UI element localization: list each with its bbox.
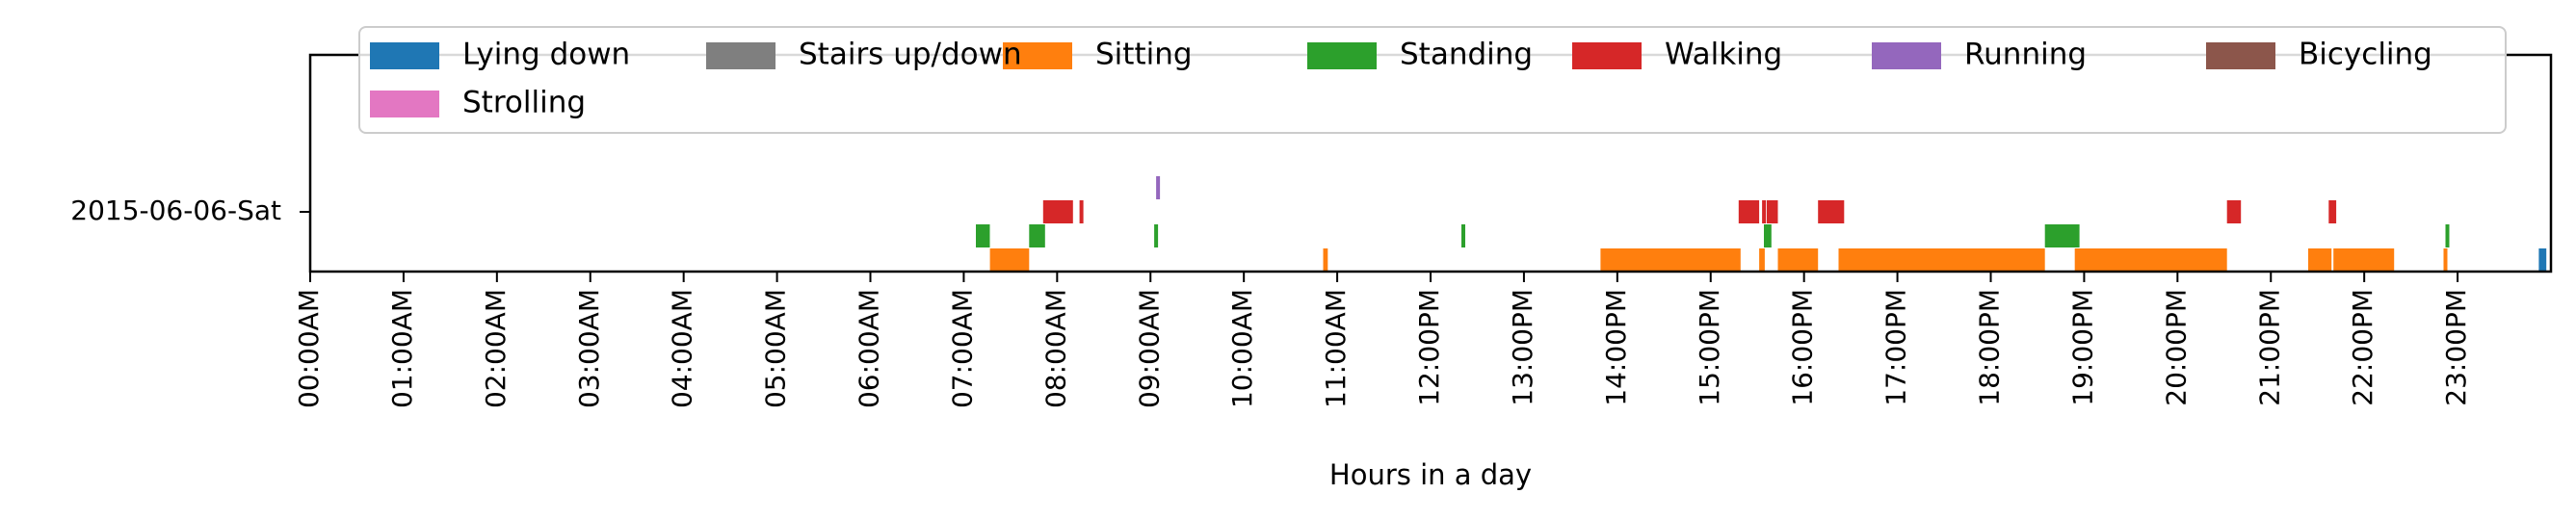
x-tick-label: 12:00PM (1413, 289, 1445, 406)
x-tick-label: 06:00AM (854, 289, 885, 408)
running-bar (1156, 176, 1161, 199)
walking-bar (2226, 200, 2242, 223)
walking-bar (1738, 200, 1760, 223)
bicycling-legend-swatch (2206, 42, 2275, 69)
x-tick-label: 09:00AM (1133, 289, 1165, 408)
standing-bar (1029, 224, 1045, 247)
stairs-up-down-legend-label: Stairs up/down (799, 38, 1022, 72)
sitting-bar (2443, 248, 2448, 272)
x-tick-label: 17:00PM (1880, 289, 1912, 406)
walking-legend-swatch (1572, 42, 1642, 69)
strolling-legend-label: Strolling (462, 86, 586, 120)
walking-bar (1762, 200, 1767, 223)
standing-bar (1461, 224, 1465, 247)
lying-down-legend-label: Lying down (462, 38, 630, 72)
standing-bar (976, 224, 990, 247)
x-tick-label: 11:00AM (1320, 289, 1352, 408)
sitting-legend-label: Sitting (1095, 38, 1193, 72)
x-tick-label: 02:00AM (480, 289, 512, 408)
stairs-up-down-legend-swatch (706, 42, 775, 69)
x-tick-label: 13:00PM (1507, 289, 1538, 406)
sitting-bar (1838, 248, 2045, 272)
sitting-bar (989, 248, 1030, 272)
sitting-bar (1777, 248, 1819, 272)
standing-bar (1154, 224, 1159, 247)
sitting-bar (1759, 248, 1765, 272)
walking-bar (1079, 200, 1084, 223)
legend-frame (358, 26, 2507, 134)
sitting-bar (2308, 248, 2332, 272)
x-tick-label: 19:00PM (2066, 289, 2098, 406)
sitting-legend-swatch (1003, 42, 1072, 69)
sitting-bar (2074, 248, 2227, 272)
standing-legend-swatch (1307, 42, 1377, 69)
x-tick-label: 08:00AM (1039, 289, 1071, 408)
x-tick-label: 21:00PM (2253, 289, 2285, 406)
running-legend-label: Running (1964, 38, 2087, 72)
sitting-bar (2333, 248, 2395, 272)
activity-bars (976, 176, 2547, 272)
walking-bar (1042, 200, 1073, 223)
x-tick-label: 15:00PM (1694, 289, 1725, 406)
bicycling-legend-label: Bicycling (2299, 38, 2432, 72)
standing-bar (1764, 224, 1772, 247)
lying-down-legend-swatch (370, 42, 439, 69)
y-axis: 2015-06-06-Sat (70, 195, 310, 226)
sitting-bar (1323, 248, 1328, 272)
x-tick-label: 22:00PM (2347, 289, 2379, 406)
strolling-legend-swatch (370, 91, 439, 117)
x-tick-label: 04:00AM (667, 289, 698, 408)
x-tick-label: 07:00AM (946, 289, 978, 408)
x-tick-label: 18:00PM (1974, 289, 2006, 406)
x-tick-label: 10:00AM (1226, 289, 1258, 408)
x-axis: 00:00AM 01:00AM 02:00AM 03:00AM 04:00AM 05:00… (293, 272, 2472, 408)
walking-bar (1766, 200, 1778, 223)
x-tick-label: 03:00AM (573, 289, 605, 408)
y-tick-label-date: 2015-06-06-Sat (70, 195, 281, 226)
standing-legend-label: Standing (1400, 38, 1533, 72)
lying-down-bar (2538, 248, 2547, 272)
x-tick-label: 16:00PM (1787, 289, 1819, 406)
x-tick-label: 14:00PM (1600, 289, 1632, 406)
x-tick-label: 01:00AM (386, 289, 418, 408)
x-tick-label: 00:00AM (293, 289, 325, 408)
walking-bar (2328, 200, 2337, 223)
x-tick-label: 20:00PM (2160, 289, 2192, 406)
standing-bar (2445, 224, 2450, 247)
walking-bar (1818, 200, 1845, 223)
sitting-bar (1600, 248, 1741, 272)
running-legend-swatch (1872, 42, 1941, 69)
walking-legend-label: Walking (1665, 38, 1782, 72)
legend: Lying down Sitting Standing Walking Running B… (358, 26, 2507, 134)
x-tick-label: 23:00PM (2440, 289, 2472, 406)
standing-bar (2044, 224, 2080, 247)
x-axis-title: Hours in a day (1329, 458, 1532, 491)
x-tick-label: 05:00AM (760, 289, 792, 408)
